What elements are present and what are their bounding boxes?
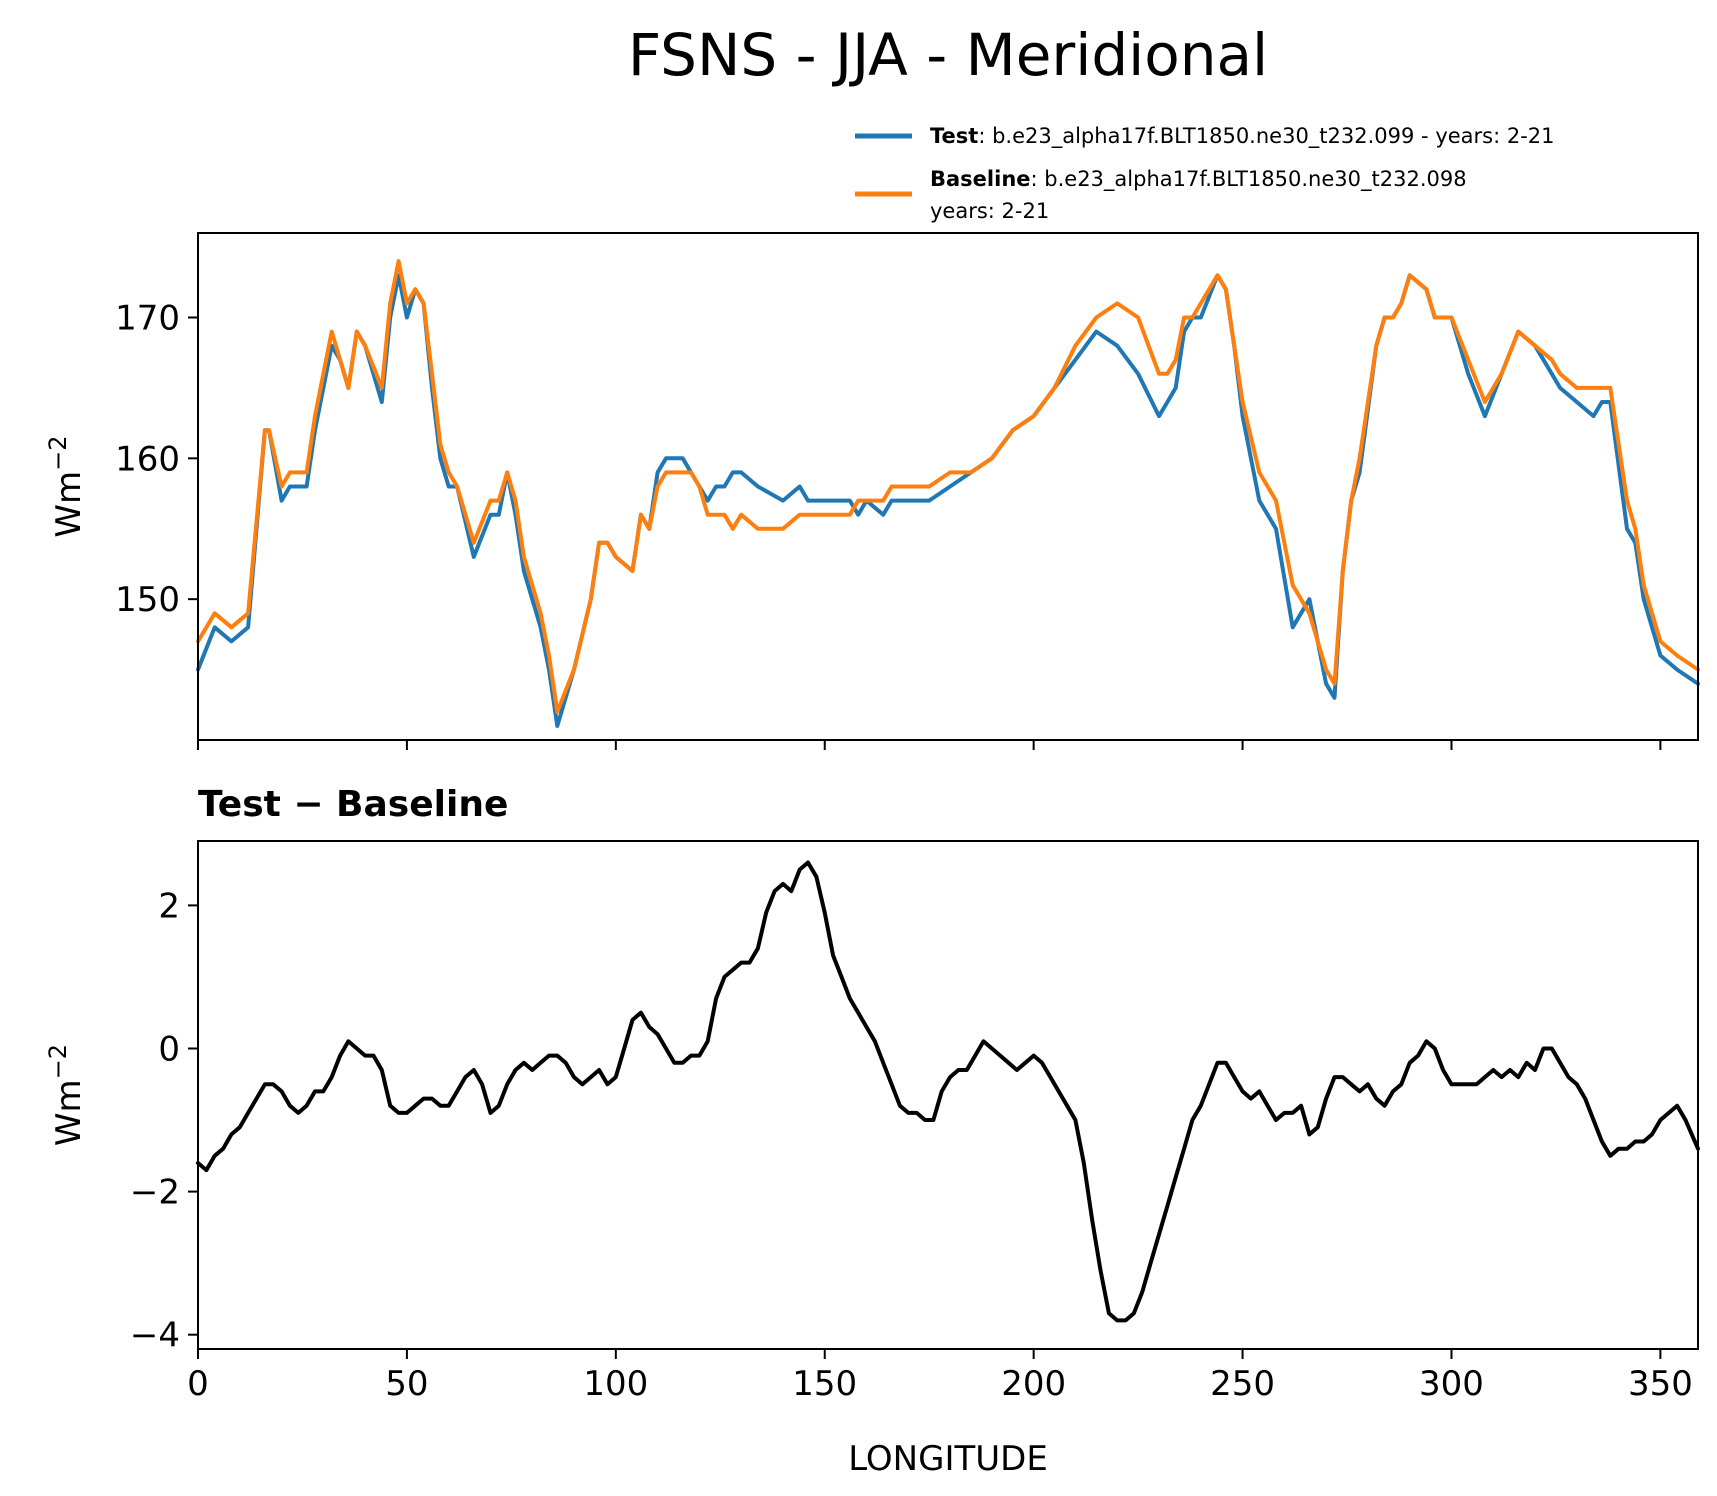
bottom-y-tick-label: 0 [158,1029,180,1069]
legend-baseline-label: Baseline: b.e23_alpha17f.BLT1850.ne30_t2… [930,167,1467,192]
legend-baseline-desc: : b.e23_alpha17f.BLT1850.ne30_t232.098 [1031,167,1467,192]
legend-test-label: Test: b.e23_alpha17f.BLT1850.ne30_t232.0… [930,124,1555,149]
bottom-panel: 0 50 100 150 200 250 300 350 −4 −2 0 2 Wm−2 [44,840,1700,1404]
bottom-x-tick-label: 250 [1210,1364,1275,1404]
top-y-tick-label: 170 [115,299,180,339]
bottom-x-tick-label: 350 [1628,1364,1693,1404]
top-y-tick-label: 160 [115,439,180,479]
top-axes-frame [197,232,1699,741]
bottom-y-tick-label: 2 [158,886,180,926]
top-y-tick-label: 150 [115,580,180,620]
x-axis-label: LONGITUDE [848,1439,1048,1479]
bottom-x-tick-label: 50 [385,1364,428,1404]
bottom-x-tick-label: 150 [792,1364,857,1404]
top-series-line-baseline [196,259,1700,714]
bottom-axes-frame [197,840,1699,1350]
top-panel: 150 160 170 Wm−2 [44,232,1700,750]
bottom-y-tick-label: −4 [130,1316,180,1356]
legend-test-desc: : b.e23_alpha17f.BLT1850.ne30_t232.099 -… [978,124,1554,149]
top-series-line-test [196,273,1700,728]
legend-baseline-name: Baseline [930,167,1031,191]
legend-baseline-years: years: 2-21 [930,199,1049,223]
bottom-x-tick-label: 100 [583,1364,648,1404]
bottom-y-tick-label: −2 [130,1173,180,1213]
legend-test-name: Test [930,124,978,148]
bottom-x-tick-label: 0 [187,1364,209,1404]
bottom-x-tick-label: 200 [1001,1364,1066,1404]
top-y-axis-label: Wm−2 [44,435,89,537]
bottom-panel-title: Test − Baseline [198,784,508,825]
legend: Test: b.e23_alpha17f.BLT1850.ne30_t232.0… [855,124,1555,223]
bottom-x-tick-label: 300 [1419,1364,1484,1404]
bottom-y-axis-label: Wm−2 [44,1044,89,1146]
figure-title: FSNS - JJA - Meridional [628,21,1268,89]
bottom-series-line-diff [196,860,1700,1323]
